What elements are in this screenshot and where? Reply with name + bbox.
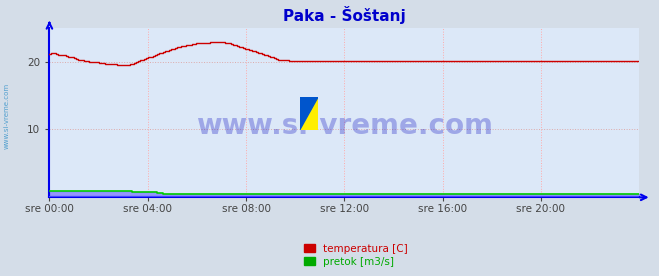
Polygon shape (300, 97, 318, 130)
Polygon shape (300, 97, 318, 130)
Text: www.si-vreme.com: www.si-vreme.com (196, 112, 493, 140)
Legend: temperatura [C], pretok [m3/s]: temperatura [C], pretok [m3/s] (300, 239, 412, 271)
Text: www.si-vreme.com: www.si-vreme.com (3, 83, 10, 149)
Title: Paka - Šoštanj: Paka - Šoštanj (283, 6, 406, 24)
